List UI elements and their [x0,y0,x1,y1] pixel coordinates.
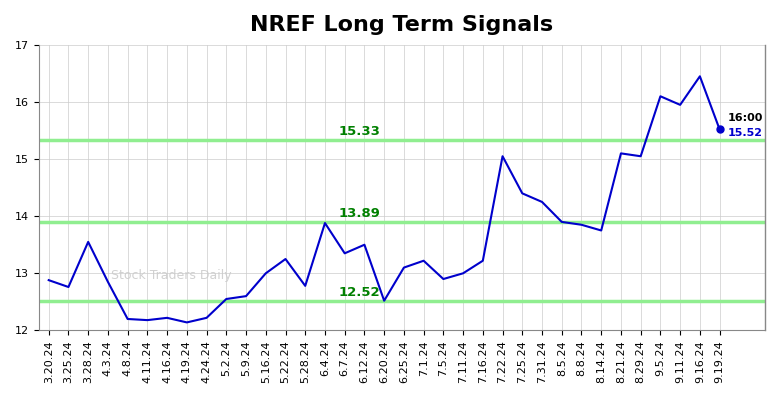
Text: 16:00: 16:00 [728,113,763,123]
Text: Stock Traders Daily: Stock Traders Daily [111,269,232,282]
Text: 12.52: 12.52 [339,286,380,298]
Title: NREF Long Term Signals: NREF Long Term Signals [250,15,554,35]
Text: 13.89: 13.89 [339,207,380,220]
Text: 15.52: 15.52 [728,128,763,138]
Text: 15.33: 15.33 [339,125,380,138]
